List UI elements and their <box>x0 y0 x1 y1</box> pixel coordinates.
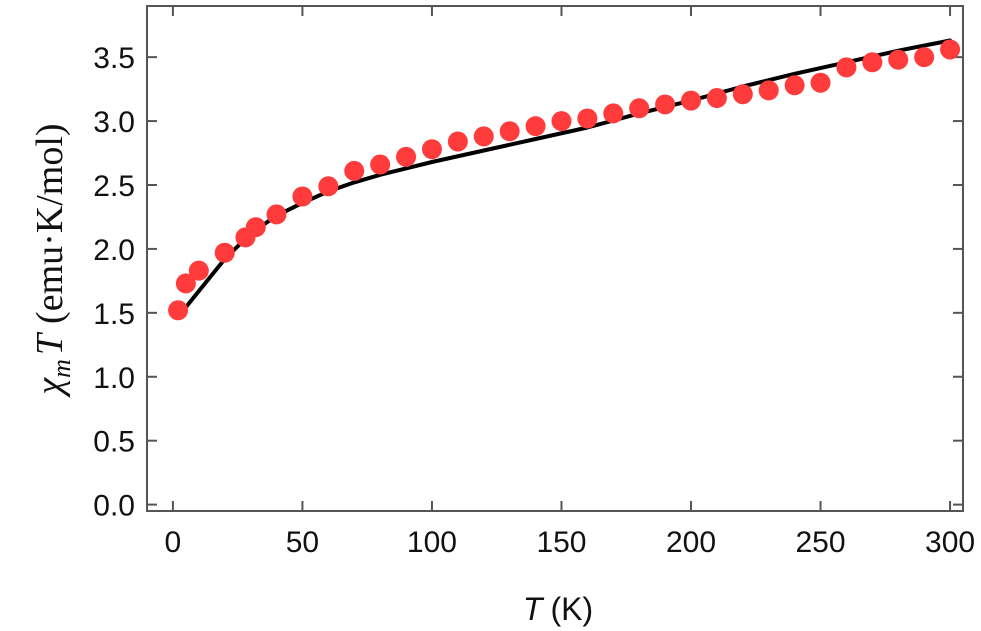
data-point <box>784 75 805 96</box>
data-point <box>810 72 831 93</box>
y-tick-label: 0.5 <box>93 426 135 459</box>
data-point <box>344 160 365 181</box>
data-point <box>732 84 753 105</box>
plot-frame <box>146 5 964 512</box>
data-point <box>706 88 727 109</box>
x-tick-label: 250 <box>795 526 845 559</box>
y-tick-label: 1.5 <box>93 298 135 331</box>
data-point <box>175 273 196 294</box>
y-tick-label: 2.5 <box>93 170 135 203</box>
data-point <box>421 139 442 160</box>
data-markers-layer <box>168 39 961 321</box>
data-point <box>370 154 391 175</box>
x-tick-label: 150 <box>536 526 586 559</box>
y-tick-label: 1.0 <box>93 362 135 395</box>
x-tick-label: 200 <box>666 526 716 559</box>
fit-line-layer <box>176 38 952 319</box>
data-point <box>862 52 883 73</box>
data-point <box>245 217 266 238</box>
x-tick-label: 300 <box>925 526 975 559</box>
data-point <box>758 80 779 101</box>
data-point <box>629 98 650 119</box>
data-point <box>266 204 287 225</box>
data-point <box>603 103 624 124</box>
x-tick-label: 50 <box>286 526 319 559</box>
data-point <box>888 49 909 70</box>
data-point <box>473 126 494 147</box>
data-point <box>577 108 598 129</box>
data-point <box>396 146 417 167</box>
x-tick-label: 0 <box>165 526 182 559</box>
data-point <box>914 47 935 68</box>
y-tick-label: 3.5 <box>93 42 135 75</box>
data-point <box>292 186 313 207</box>
x-axis-ticks: 0 50 100 150 200 250 300 <box>165 6 975 559</box>
x-tick-label: 100 <box>407 526 457 559</box>
y-tick-label: 3.0 <box>93 106 135 139</box>
fit-line <box>176 38 952 319</box>
data-point <box>188 260 209 281</box>
y-axis-ticks: 0.0 0.5 1.0 1.5 2.0 2.5 3.0 3.5 <box>93 42 963 523</box>
x-axis-title: T (K) <box>523 591 593 627</box>
y-tick-label: 2.0 <box>93 234 135 267</box>
data-point <box>499 121 520 142</box>
data-point <box>681 90 701 111</box>
data-point <box>940 39 961 60</box>
data-point <box>447 131 468 152</box>
data-point <box>168 300 189 321</box>
y-tick-label: 0.0 <box>93 490 135 523</box>
data-point <box>655 94 676 115</box>
data-point <box>318 176 339 197</box>
data-point <box>551 111 572 132</box>
data-point <box>525 116 546 137</box>
data-point <box>214 242 235 263</box>
y-axis-title: χmT(emu·K/mol) <box>29 123 76 398</box>
data-point <box>836 57 857 78</box>
